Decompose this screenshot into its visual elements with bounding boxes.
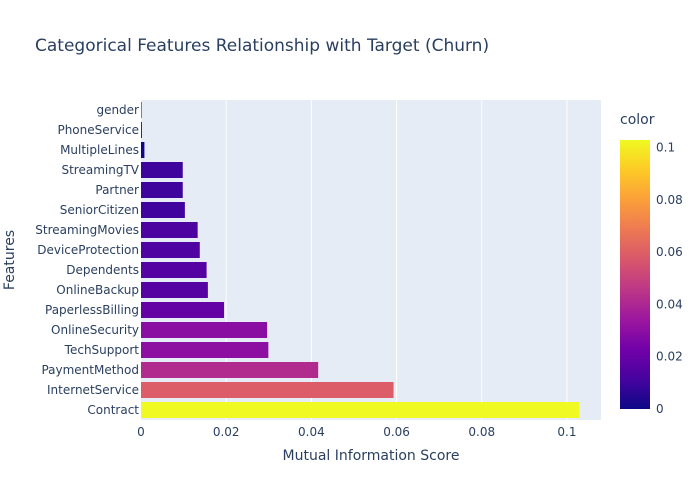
- colorbar-tick-label: 0.06: [656, 245, 683, 259]
- colorbar-tick-label: 0: [656, 402, 664, 416]
- bar-gender[interactable]: [141, 102, 142, 118]
- y-tick-label: SeniorCitizen: [60, 203, 139, 217]
- bar-InternetService[interactable]: [141, 382, 394, 398]
- x-tick-label: 0.02: [213, 425, 240, 439]
- colorbar-tick-label: 0.08: [656, 193, 683, 207]
- bar-MultipleLines[interactable]: [141, 142, 145, 158]
- y-tick-label: Contract: [87, 403, 139, 417]
- x-axis-title: Mutual Information Score: [283, 448, 460, 464]
- y-tick-label: StreamingMovies: [35, 223, 139, 237]
- y-tick-label: OnlineBackup: [56, 283, 139, 297]
- bar-PaperlessBilling[interactable]: [141, 302, 225, 318]
- y-tick-label: PaperlessBilling: [45, 303, 139, 317]
- y-tick-label: gender: [96, 103, 139, 117]
- y-tick-label: TechSupport: [64, 343, 140, 357]
- y-axis-title: Features: [2, 230, 18, 290]
- x-axis-ticks: 0 0.02 0.04 0.06 0.08 0.1: [137, 425, 576, 439]
- x-tick-label: 0.04: [298, 425, 325, 439]
- bar-StreamingTV[interactable]: [141, 162, 183, 178]
- y-tick-label: Dependents: [66, 263, 139, 277]
- bar-SeniorCitizen[interactable]: [141, 202, 185, 218]
- colorbar-title: color: [620, 112, 655, 128]
- bar-Contract[interactable]: [141, 402, 580, 418]
- x-tick-label: 0.08: [468, 425, 495, 439]
- y-tick-label: InternetService: [47, 383, 139, 397]
- y-axis-ticks: gender PhoneService MultipleLines Streaming…: [35, 103, 140, 417]
- y-tick-label: OnlineSecurity: [51, 323, 139, 337]
- colorbar-tick-label: 0.1: [656, 141, 675, 155]
- colorbar-ticks: 0 0.02 0.04 0.06 0.08 0.1: [656, 141, 683, 416]
- bar-OnlineSecurity[interactable]: [141, 322, 268, 338]
- colorbar: color 0 0.02 0.04 0.06 0.08 0.1: [620, 112, 683, 416]
- bar-PhoneService[interactable]: [141, 122, 142, 138]
- x-tick-label: 0.06: [383, 425, 410, 439]
- bar-OnlineBackup[interactable]: [141, 282, 208, 298]
- y-tick-label: StreamingTV: [61, 163, 139, 177]
- bar-Dependents[interactable]: [141, 262, 207, 278]
- y-tick-label: PhoneService: [57, 123, 139, 137]
- bar-Partner[interactable]: [141, 182, 183, 198]
- x-tick-label: 0: [137, 425, 145, 439]
- bar-PaymentMethod[interactable]: [141, 362, 319, 378]
- y-tick-label: PaymentMethod: [41, 363, 139, 377]
- y-tick-label: DeviceProtection: [37, 243, 139, 257]
- colorbar-tick-label: 0.02: [656, 350, 683, 364]
- y-tick-label: MultipleLines: [60, 143, 139, 157]
- bars: [141, 102, 580, 418]
- bar-TechSupport[interactable]: [141, 342, 269, 358]
- colorbar-gradient: [620, 140, 650, 409]
- chart-title: Categorical Features Relationship with T…: [35, 36, 489, 56]
- bar-StreamingMovies[interactable]: [141, 222, 198, 238]
- bar-DeviceProtection[interactable]: [141, 242, 200, 258]
- y-tick-label: Partner: [95, 183, 139, 197]
- colorbar-tick-label: 0.04: [656, 297, 683, 311]
- x-tick-label: 0.1: [557, 425, 576, 439]
